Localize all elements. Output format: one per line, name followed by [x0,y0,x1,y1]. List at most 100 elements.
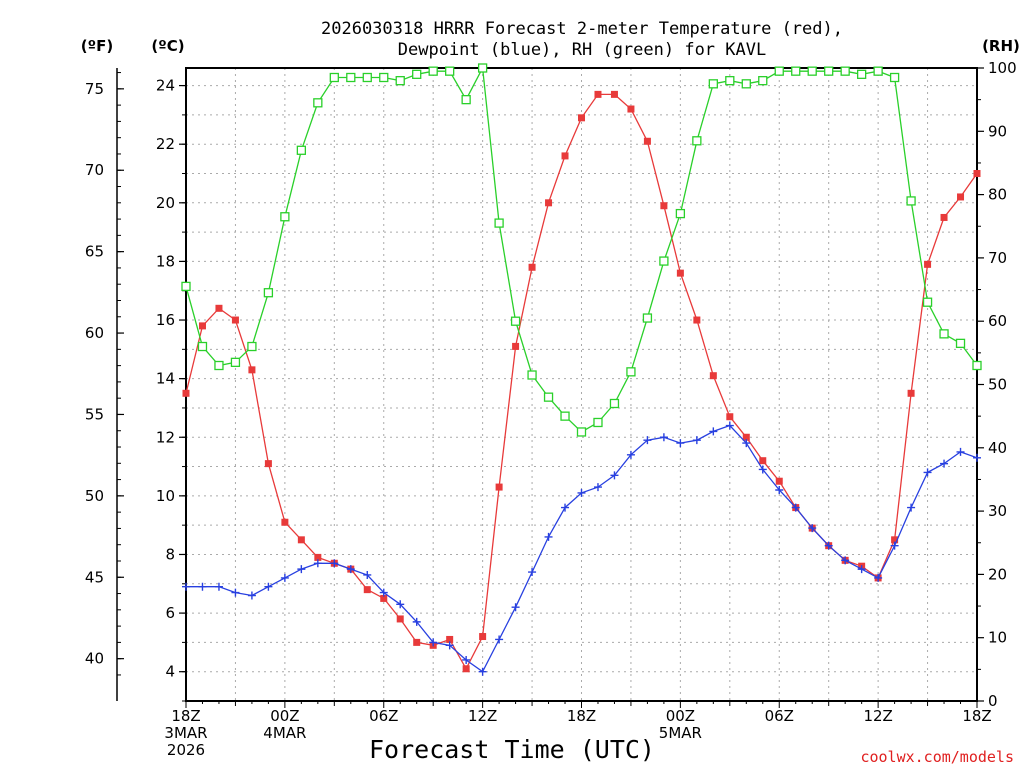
data-point [956,447,965,456]
celsius-tick-label: 20 [156,194,175,212]
data-point [957,193,965,201]
data-point [429,638,438,647]
data-point [182,389,190,397]
data-point [396,615,404,623]
data-point [363,570,372,579]
series-dewpoint [182,421,981,676]
series-rh [181,63,982,437]
data-point [824,541,833,550]
data-point [676,269,684,277]
data-point [314,553,322,561]
data-point [561,152,569,160]
data-point [659,256,669,266]
celsius-tick-label: 24 [156,77,175,95]
data-point [230,357,241,367]
data-point [709,427,718,436]
rh-tick-label: 0 [988,692,998,710]
data-point [676,439,685,448]
data-point [578,114,585,122]
data-point [445,66,455,76]
data-point [675,208,686,219]
celsius-tick-label: 22 [156,135,175,153]
x-tick-label: 00Z [270,707,299,725]
chart-subtitle: Dewpoint (blue), RH (green) for KAVL [398,40,766,60]
credit-text: coolwx.com/models [860,748,1014,766]
data-point [412,69,422,79]
celsius-tick-label: 8 [165,545,175,563]
data-point [973,170,981,177]
data-point [610,471,619,480]
data-point [891,536,899,544]
x-tick-label: 12Z [863,707,892,725]
data-point [528,568,537,577]
x-tick-label: 06Z [765,707,794,725]
data-point [479,633,487,641]
data-point [281,518,289,526]
data-point [512,342,520,350]
data-point [477,63,488,73]
data-point [708,79,718,89]
x-tick-label: 00Z [666,707,695,725]
x-tick-label: 4MAR [263,724,306,742]
x-tick-label: 18Z [962,707,991,725]
data-point [807,66,817,76]
data-point [428,66,438,76]
celsius-tick-label: 12 [156,428,175,446]
data-point [495,635,504,644]
data-point [659,433,668,442]
celsius-tick-label: 10 [156,487,175,505]
data-point [445,641,454,650]
data-point [462,655,471,664]
data-point [215,304,223,312]
x-tick-label: 2026 [167,741,205,759]
data-point [248,366,256,374]
data-point [346,565,355,574]
data-point [379,72,389,83]
celsius-tick-label: 16 [156,311,175,329]
chart-title: 2026030318 HRRR Forecast 2-meter Tempera… [321,19,843,39]
x-tick-label: 06Z [369,707,398,725]
data-point [297,565,306,574]
data-point [610,90,618,98]
celsius-tick-label: 14 [156,370,175,388]
data-point [231,588,240,597]
data-point [461,95,471,105]
data-point [642,313,653,323]
rh-tick-label: 50 [988,376,1007,394]
plot-frame [185,67,978,702]
data-point [446,635,454,643]
rh-tick-label: 40 [988,439,1007,457]
data-point [510,316,521,326]
data-point [626,450,635,459]
data-point [396,600,405,609]
data-point [527,370,537,380]
data-point [594,90,602,98]
x-tick-label: 18Z [567,707,596,725]
data-point [906,196,916,206]
data-point [593,417,603,428]
rh-tick-label: 80 [988,186,1007,204]
rh-tick-label: 70 [988,249,1007,267]
rh-tick-label: 100 [988,59,1017,77]
data-point [808,524,817,533]
data-point [741,79,751,89]
data-point [346,72,356,83]
series-layer [181,63,982,676]
data-point [758,76,768,86]
data-point [263,288,274,298]
data-point [197,341,208,352]
data-point [643,137,651,145]
data-point [544,532,553,541]
data-point [577,488,586,497]
data-point [560,411,570,421]
celsius-tick-label: 4 [165,663,175,681]
data-point [576,427,587,437]
data-point [890,541,899,550]
rh-tick-label: 20 [988,565,1007,583]
data-point [840,66,850,76]
data-point [873,66,883,76]
data-point [609,398,620,409]
data-point [725,76,735,86]
data-point [247,591,256,600]
